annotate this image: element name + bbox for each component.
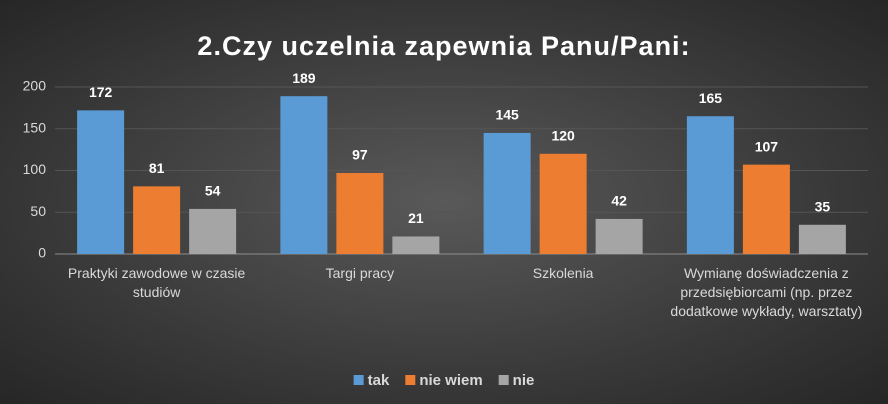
legend-swatch bbox=[498, 375, 509, 385]
data-label: 21 bbox=[408, 210, 424, 226]
data-label: 35 bbox=[815, 198, 831, 214]
bar bbox=[189, 208, 237, 254]
chart-title: 2.Czy uczelnia zapewnia Panu/Pani: bbox=[197, 31, 690, 61]
y-tick-label: 200 bbox=[23, 78, 47, 94]
x-tick-label: Targi pracy bbox=[325, 265, 395, 281]
bar bbox=[798, 224, 846, 254]
legend-label: nie wiem bbox=[419, 372, 482, 389]
bar bbox=[392, 236, 440, 254]
y-tick-label: 150 bbox=[23, 119, 47, 135]
y-tick-label: 100 bbox=[23, 161, 47, 177]
legend-swatch bbox=[405, 375, 416, 385]
data-label: 107 bbox=[755, 138, 779, 154]
data-label: 189 bbox=[292, 70, 316, 86]
x-tick-label: Szkolenia bbox=[532, 265, 594, 281]
bar bbox=[77, 110, 125, 254]
legend-label: nie bbox=[513, 372, 535, 389]
bar bbox=[483, 132, 531, 254]
data-label: 42 bbox=[611, 193, 627, 209]
data-label: 54 bbox=[205, 183, 221, 199]
y-tick-label: 0 bbox=[38, 245, 46, 261]
x-tick-label: Praktyki zawodowe w czasie studiów bbox=[67, 265, 246, 300]
legend-swatch bbox=[353, 375, 364, 385]
bar bbox=[133, 186, 181, 254]
data-label: 172 bbox=[89, 84, 113, 100]
x-tick-label: Wymianę doświadczenia z przedsiębiorcami… bbox=[670, 265, 863, 319]
bar bbox=[742, 164, 790, 254]
data-label: 120 bbox=[551, 128, 575, 144]
bar bbox=[595, 218, 643, 254]
data-label: 145 bbox=[495, 107, 519, 123]
data-label: 97 bbox=[352, 147, 368, 163]
bar bbox=[336, 173, 384, 254]
bar bbox=[539, 153, 587, 254]
legend-label: tak bbox=[368, 372, 390, 389]
y-tick-label: 50 bbox=[30, 203, 46, 219]
bar bbox=[686, 116, 734, 254]
data-label: 165 bbox=[699, 90, 723, 106]
bar bbox=[280, 96, 328, 254]
data-label: 81 bbox=[149, 160, 165, 176]
